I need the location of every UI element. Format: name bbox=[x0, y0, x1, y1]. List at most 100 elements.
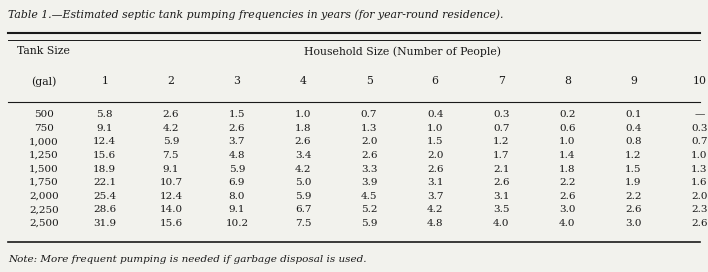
Text: —: — bbox=[695, 110, 704, 119]
Text: 1.2: 1.2 bbox=[625, 151, 641, 160]
Text: 3.3: 3.3 bbox=[361, 165, 377, 174]
Text: 0.7: 0.7 bbox=[361, 110, 377, 119]
Text: 0.3: 0.3 bbox=[493, 110, 510, 119]
Text: 2: 2 bbox=[167, 76, 174, 86]
Text: 6.7: 6.7 bbox=[295, 205, 312, 214]
Text: 1,500: 1,500 bbox=[29, 165, 59, 174]
Text: 7.5: 7.5 bbox=[163, 151, 179, 160]
Text: 10.2: 10.2 bbox=[225, 219, 249, 228]
Text: Household Size (Number of People): Household Size (Number of People) bbox=[304, 46, 501, 57]
Text: 8: 8 bbox=[564, 76, 571, 86]
Text: 4.2: 4.2 bbox=[427, 205, 443, 214]
Text: 1,000: 1,000 bbox=[29, 137, 59, 146]
Text: 500: 500 bbox=[34, 110, 54, 119]
Text: 0.2: 0.2 bbox=[559, 110, 576, 119]
Text: 4.0: 4.0 bbox=[493, 219, 510, 228]
Text: 3.0: 3.0 bbox=[625, 219, 641, 228]
Text: 6: 6 bbox=[432, 76, 439, 86]
Text: 28.6: 28.6 bbox=[93, 205, 116, 214]
Text: 1.5: 1.5 bbox=[229, 110, 245, 119]
Text: 1.9: 1.9 bbox=[625, 178, 641, 187]
Text: 1.2: 1.2 bbox=[493, 137, 510, 146]
Text: 9.1: 9.1 bbox=[163, 165, 179, 174]
Text: Note: More frequent pumping is needed if garbage disposal is used.: Note: More frequent pumping is needed if… bbox=[8, 255, 367, 264]
Text: 9.1: 9.1 bbox=[96, 124, 113, 133]
Text: 1.5: 1.5 bbox=[625, 165, 641, 174]
Text: 6.9: 6.9 bbox=[229, 178, 245, 187]
Text: 5.9: 5.9 bbox=[361, 219, 377, 228]
Text: 0.7: 0.7 bbox=[493, 124, 510, 133]
Text: 1.5: 1.5 bbox=[427, 137, 443, 146]
Text: 12.4: 12.4 bbox=[159, 192, 183, 201]
Text: 1,250: 1,250 bbox=[29, 151, 59, 160]
Text: (gal): (gal) bbox=[31, 76, 57, 87]
Text: 1,750: 1,750 bbox=[29, 178, 59, 187]
Text: 2.6: 2.6 bbox=[295, 137, 312, 146]
Text: 0.4: 0.4 bbox=[625, 124, 641, 133]
Text: 4.8: 4.8 bbox=[427, 219, 443, 228]
Text: 5.8: 5.8 bbox=[96, 110, 113, 119]
Text: 2.0: 2.0 bbox=[361, 137, 377, 146]
Text: 1.4: 1.4 bbox=[559, 151, 576, 160]
Text: 0.8: 0.8 bbox=[625, 137, 641, 146]
Text: 2,000: 2,000 bbox=[29, 192, 59, 201]
Text: 4: 4 bbox=[299, 76, 307, 86]
Text: 2,500: 2,500 bbox=[29, 219, 59, 228]
Text: 25.4: 25.4 bbox=[93, 192, 116, 201]
Text: 4.5: 4.5 bbox=[361, 192, 377, 201]
Text: 5.9: 5.9 bbox=[295, 192, 312, 201]
Text: 1: 1 bbox=[101, 76, 108, 86]
Text: 9: 9 bbox=[630, 76, 637, 86]
Text: 3.0: 3.0 bbox=[559, 205, 576, 214]
Text: 5.2: 5.2 bbox=[361, 205, 377, 214]
Text: 4.0: 4.0 bbox=[559, 219, 576, 228]
Text: 2.6: 2.6 bbox=[427, 165, 443, 174]
Text: 2.6: 2.6 bbox=[229, 124, 245, 133]
Text: 12.4: 12.4 bbox=[93, 137, 116, 146]
Text: 0.3: 0.3 bbox=[691, 124, 708, 133]
Text: 2.6: 2.6 bbox=[559, 192, 576, 201]
Text: 14.0: 14.0 bbox=[159, 205, 183, 214]
Text: 9.1: 9.1 bbox=[229, 205, 245, 214]
Text: 5.9: 5.9 bbox=[163, 137, 179, 146]
Text: Table 1.—Estimated septic tank pumping frequencies in years (for year-round resi: Table 1.—Estimated septic tank pumping f… bbox=[8, 10, 504, 20]
Text: 15.6: 15.6 bbox=[93, 151, 116, 160]
Text: 1.0: 1.0 bbox=[427, 124, 443, 133]
Text: 0.4: 0.4 bbox=[427, 110, 443, 119]
Text: 5.9: 5.9 bbox=[229, 165, 245, 174]
Text: 3.1: 3.1 bbox=[493, 192, 510, 201]
Text: 3.4: 3.4 bbox=[295, 151, 312, 160]
Text: 2.2: 2.2 bbox=[559, 178, 576, 187]
Text: 3.1: 3.1 bbox=[427, 178, 443, 187]
Text: 3.7: 3.7 bbox=[229, 137, 245, 146]
Text: 22.1: 22.1 bbox=[93, 178, 116, 187]
Text: 7: 7 bbox=[498, 76, 505, 86]
Text: 0.7: 0.7 bbox=[691, 137, 708, 146]
Text: 2.6: 2.6 bbox=[493, 178, 510, 187]
Text: 2.6: 2.6 bbox=[691, 219, 708, 228]
Text: 8.0: 8.0 bbox=[229, 192, 245, 201]
Text: 10: 10 bbox=[692, 76, 707, 86]
Text: 0.6: 0.6 bbox=[559, 124, 576, 133]
Text: 2.3: 2.3 bbox=[691, 205, 708, 214]
Text: 4.8: 4.8 bbox=[229, 151, 245, 160]
Text: 1.0: 1.0 bbox=[559, 137, 576, 146]
Text: 750: 750 bbox=[34, 124, 54, 133]
Text: 10.7: 10.7 bbox=[159, 178, 183, 187]
Text: 2.0: 2.0 bbox=[691, 192, 708, 201]
Text: 1.3: 1.3 bbox=[691, 165, 708, 174]
Text: 2.1: 2.1 bbox=[493, 165, 510, 174]
Text: 2.0: 2.0 bbox=[427, 151, 443, 160]
Text: 4.2: 4.2 bbox=[163, 124, 179, 133]
Text: 1.7: 1.7 bbox=[493, 151, 510, 160]
Text: 15.6: 15.6 bbox=[159, 219, 183, 228]
Text: 1.3: 1.3 bbox=[361, 124, 377, 133]
Text: 3: 3 bbox=[234, 76, 241, 86]
Text: 7.5: 7.5 bbox=[295, 219, 312, 228]
Text: 31.9: 31.9 bbox=[93, 219, 116, 228]
Text: Tank Size: Tank Size bbox=[18, 46, 70, 56]
Text: 3.5: 3.5 bbox=[493, 205, 510, 214]
Text: 1.0: 1.0 bbox=[691, 151, 708, 160]
Text: 1.0: 1.0 bbox=[295, 110, 312, 119]
Text: 1.6: 1.6 bbox=[691, 178, 708, 187]
